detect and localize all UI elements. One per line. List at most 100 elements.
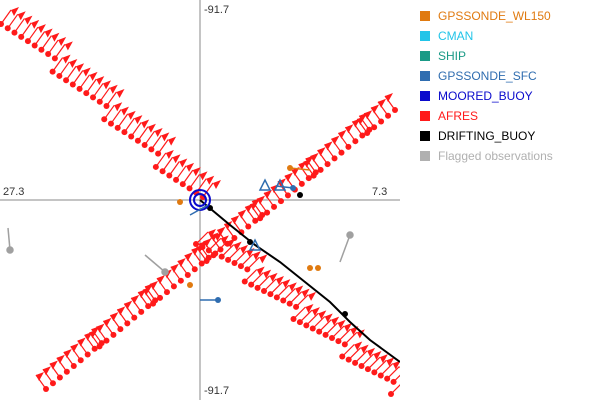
- afres-wind-flag: [392, 360, 400, 370]
- afres-wind-barb: [137, 126, 149, 142]
- legend-label: DRIFTING_BUOY: [438, 129, 536, 143]
- afres-wind-barb: [7, 13, 19, 29]
- afres-wind-flag: [186, 162, 195, 172]
- afres-wind-flag: [36, 372, 44, 381]
- afres-wind-barb: [214, 241, 228, 254]
- afres-wind-flag: [44, 28, 53, 38]
- afres-wind-flag: [134, 115, 143, 125]
- afres-wind-barb: [20, 22, 32, 38]
- drifting-buoy-marker: [297, 192, 303, 198]
- afres-wind-barb: [117, 113, 129, 129]
- afres-wind-barb: [227, 247, 241, 261]
- legend-label: Flagged observations: [438, 149, 553, 163]
- legend-swatch: [420, 111, 430, 121]
- afres-wind-flag: [385, 93, 393, 102]
- legend: GPSSONDE_WL150 CMAN SHIP GPSSONDE_SFC MOORED…: [420, 0, 600, 400]
- afres-wind-flag: [250, 201, 259, 211]
- afres-wind-barb: [354, 350, 368, 364]
- afres-wind-flag: [110, 312, 119, 322]
- afres-wind-flag: [379, 354, 388, 364]
- legend-label: AFRES: [438, 109, 479, 123]
- afres-wind-barb: [92, 83, 104, 98]
- legend-label: SHIP: [438, 49, 467, 63]
- drifting-buoy-track: [199, 199, 400, 363]
- afres-wind-flag: [360, 344, 369, 354]
- legend-swatch: [420, 131, 430, 141]
- legend-label: GPSSONDE_SFC: [438, 69, 537, 83]
- afres-wind-flag: [199, 171, 208, 181]
- afres-wind-barb: [54, 44, 66, 59]
- afres-wind-barb: [175, 165, 187, 181]
- legend-swatch: [420, 71, 430, 81]
- legend-item: GPSSONDE_SFC: [420, 66, 537, 86]
- afres-wind-flag: [284, 172, 293, 182]
- afres-wind-flag: [240, 244, 249, 254]
- afres-wind-barb: [79, 74, 91, 90]
- afres-wind-barb: [263, 278, 277, 292]
- afres-wind-barb: [367, 356, 381, 370]
- ship-obs-markers: [248, 178, 287, 251]
- afres-wind-flag: [179, 158, 188, 168]
- afres-wind-flag: [49, 360, 58, 370]
- afres-wind-flag: [206, 175, 215, 185]
- afres-wind-flag: [364, 110, 373, 120]
- afres-wind-flag: [318, 310, 327, 320]
- afres-wind-barb: [155, 152, 167, 168]
- afres-wind-flag: [345, 124, 354, 134]
- afres-wind-flag: [324, 141, 333, 151]
- afres-obs-point: [0, 21, 4, 27]
- afres-wind-flag: [331, 135, 340, 145]
- afres-wind-barb: [106, 91, 117, 107]
- afres-wind-flag: [310, 152, 319, 162]
- afres-wind-flag: [89, 71, 98, 81]
- afres-wind-flag: [120, 106, 129, 116]
- legend-label: GPSSONDE_WL150: [438, 9, 551, 23]
- afres-wind-flag: [141, 119, 150, 129]
- afres-wind-flag: [51, 32, 60, 42]
- afres-wind-flag: [165, 149, 174, 159]
- afres-wind-flag: [311, 307, 320, 317]
- afres-wind-flag: [76, 63, 85, 73]
- afres-wind-flag: [103, 80, 112, 90]
- afres-wind-barb: [305, 312, 319, 326]
- afres-wind-barb: [361, 353, 374, 367]
- afres-wind-flag: [214, 232, 223, 242]
- afres-wind-flag: [37, 24, 46, 34]
- afres-wind-flag: [168, 136, 177, 146]
- afres-wind-flag: [378, 98, 387, 108]
- afres-wind-barb: [240, 253, 254, 267]
- afres-wind-flag: [11, 7, 19, 16]
- label-top: -91.7: [204, 4, 229, 16]
- legend-swatch: [420, 91, 430, 101]
- afres-wind-barb: [85, 78, 97, 94]
- afres-wind-barb: [250, 272, 264, 286]
- afres-wind-flag: [338, 129, 347, 139]
- afres-wind-barb: [390, 384, 400, 395]
- afres-wind-flag: [303, 158, 312, 168]
- afres-wind-barb: [144, 130, 156, 146]
- afres-wind-barb: [393, 374, 400, 383]
- legend-item: DRIFTING_BUOY: [420, 126, 535, 146]
- drifting-buoy-marker: [247, 239, 253, 245]
- afres-wind-barb: [99, 87, 111, 103]
- afres-wind-flag: [17, 11, 26, 21]
- label-left: 27.3: [3, 186, 24, 198]
- afres-wind-barb: [162, 156, 174, 172]
- legend-label: MOORED_BUOY: [438, 89, 533, 103]
- afres-wind-flag: [64, 41, 73, 51]
- afres-wind-barb: [34, 31, 46, 46]
- afres-wind-barb: [244, 269, 258, 282]
- afres-wind-flag: [192, 167, 201, 177]
- afres-wind-barb: [295, 294, 309, 308]
- afres-wind-flag: [156, 275, 165, 285]
- afres-wind-barb: [13, 18, 25, 33]
- afres-wind-flag: [324, 313, 333, 323]
- afres-wind-barb: [47, 39, 59, 55]
- afres-wind-flag: [77, 337, 86, 347]
- afres-wind-barb: [103, 104, 115, 120]
- afres-wind-flag: [56, 354, 65, 364]
- afres-wind-flag: [227, 238, 236, 248]
- afres-wind-flag: [373, 351, 382, 360]
- legend-item: CMAN: [420, 26, 473, 46]
- afres-wind-barb: [373, 359, 387, 373]
